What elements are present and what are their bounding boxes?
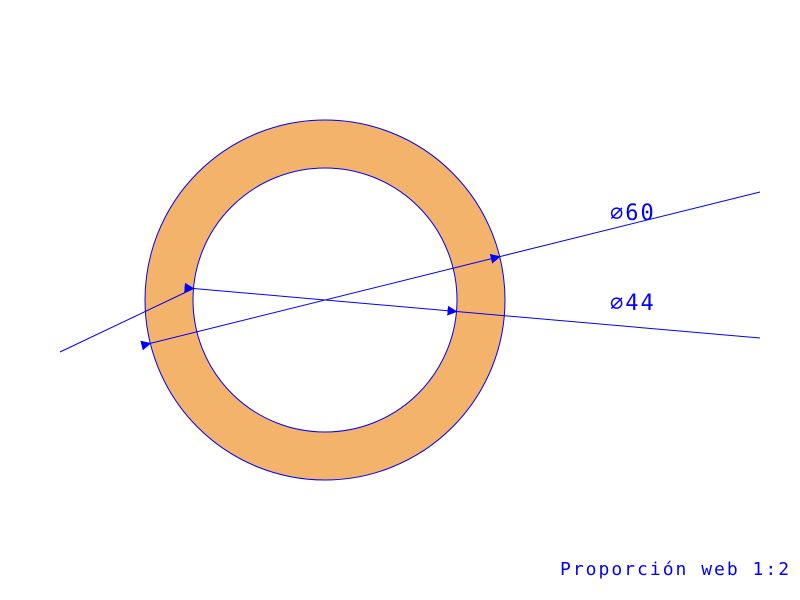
inner-diameter-line [194, 289, 457, 312]
ring-section-diagram: ⌀60 ⌀44 Proporción web 1:2 [0, 0, 800, 600]
inner-diameter-label: ⌀44 [610, 291, 656, 316]
scale-footer: Proporción web 1:2 [560, 559, 791, 580]
outer-diameter-label: ⌀60 [610, 201, 656, 226]
